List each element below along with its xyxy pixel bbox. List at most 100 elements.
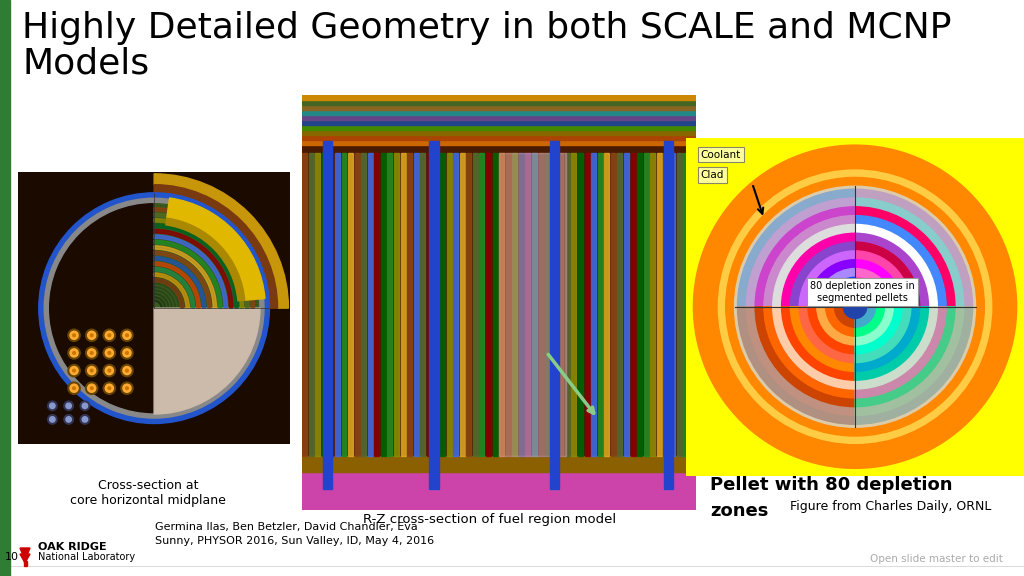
Bar xyxy=(585,153,590,456)
Circle shape xyxy=(123,384,131,392)
Bar xyxy=(598,153,603,456)
Bar xyxy=(571,153,577,456)
Circle shape xyxy=(66,403,72,408)
Wedge shape xyxy=(154,202,260,308)
Circle shape xyxy=(88,384,96,392)
Circle shape xyxy=(90,369,93,372)
Bar xyxy=(624,153,629,456)
Circle shape xyxy=(68,347,80,359)
Wedge shape xyxy=(855,307,885,336)
Circle shape xyxy=(82,403,88,408)
Text: Open slide master to edit: Open slide master to edit xyxy=(870,554,1002,564)
Circle shape xyxy=(734,186,976,427)
Wedge shape xyxy=(764,215,855,307)
Wedge shape xyxy=(44,198,264,418)
Wedge shape xyxy=(855,198,964,307)
Circle shape xyxy=(90,387,93,389)
Wedge shape xyxy=(746,198,855,307)
Wedge shape xyxy=(825,277,855,307)
Wedge shape xyxy=(781,307,855,380)
Bar xyxy=(427,153,432,456)
Bar xyxy=(486,153,490,456)
Wedge shape xyxy=(855,225,937,307)
Bar xyxy=(302,120,696,125)
Wedge shape xyxy=(154,240,222,308)
Text: Coolant: Coolant xyxy=(700,150,741,160)
Bar xyxy=(499,153,504,456)
Bar xyxy=(400,153,406,456)
Wedge shape xyxy=(808,260,855,307)
Bar xyxy=(519,153,524,456)
Wedge shape xyxy=(764,307,855,398)
Circle shape xyxy=(82,416,88,422)
Circle shape xyxy=(103,365,116,377)
Wedge shape xyxy=(154,267,195,308)
Bar xyxy=(552,153,557,456)
Bar xyxy=(323,141,333,489)
Wedge shape xyxy=(773,225,855,307)
Bar xyxy=(512,153,517,456)
Bar xyxy=(302,153,307,456)
Bar xyxy=(375,153,379,456)
Wedge shape xyxy=(855,307,876,327)
Bar xyxy=(637,153,642,456)
Wedge shape xyxy=(154,262,201,308)
Bar xyxy=(0,0,10,576)
Wedge shape xyxy=(855,286,876,307)
Circle shape xyxy=(68,329,80,342)
Circle shape xyxy=(63,415,74,424)
Wedge shape xyxy=(781,233,855,307)
Wedge shape xyxy=(799,307,855,362)
Wedge shape xyxy=(835,286,855,307)
Bar xyxy=(499,153,566,456)
Bar xyxy=(506,153,511,456)
Wedge shape xyxy=(154,251,211,308)
Wedge shape xyxy=(808,307,855,354)
Circle shape xyxy=(90,334,93,336)
Wedge shape xyxy=(154,278,184,308)
Bar xyxy=(493,153,498,456)
Wedge shape xyxy=(817,268,855,307)
Wedge shape xyxy=(154,256,206,308)
Text: Models: Models xyxy=(22,46,150,80)
Wedge shape xyxy=(855,215,946,307)
Circle shape xyxy=(49,403,55,408)
Wedge shape xyxy=(825,307,855,336)
Circle shape xyxy=(108,351,111,354)
Bar xyxy=(466,153,471,456)
Circle shape xyxy=(123,331,131,339)
Circle shape xyxy=(73,334,76,336)
Circle shape xyxy=(80,415,90,424)
Bar xyxy=(302,456,696,472)
Circle shape xyxy=(70,366,78,374)
Wedge shape xyxy=(855,307,911,362)
Wedge shape xyxy=(855,268,893,307)
Circle shape xyxy=(88,366,96,374)
Circle shape xyxy=(73,351,76,354)
Circle shape xyxy=(70,349,78,357)
Circle shape xyxy=(108,387,111,389)
Circle shape xyxy=(105,349,114,357)
Bar xyxy=(302,110,696,115)
Bar xyxy=(558,153,563,456)
Circle shape xyxy=(105,384,114,392)
Circle shape xyxy=(126,369,128,372)
Bar xyxy=(631,153,636,456)
Wedge shape xyxy=(154,246,216,308)
Wedge shape xyxy=(737,189,855,307)
Circle shape xyxy=(70,384,78,392)
Wedge shape xyxy=(154,213,249,308)
Text: 10: 10 xyxy=(5,552,19,562)
Circle shape xyxy=(123,366,131,374)
Circle shape xyxy=(86,365,98,377)
Wedge shape xyxy=(855,277,885,307)
Wedge shape xyxy=(799,251,855,307)
Wedge shape xyxy=(737,307,855,425)
Bar xyxy=(545,153,550,456)
Bar xyxy=(302,472,696,510)
Circle shape xyxy=(693,145,1017,468)
Wedge shape xyxy=(855,307,946,398)
Wedge shape xyxy=(154,208,255,308)
Circle shape xyxy=(719,170,991,444)
Wedge shape xyxy=(817,307,855,345)
